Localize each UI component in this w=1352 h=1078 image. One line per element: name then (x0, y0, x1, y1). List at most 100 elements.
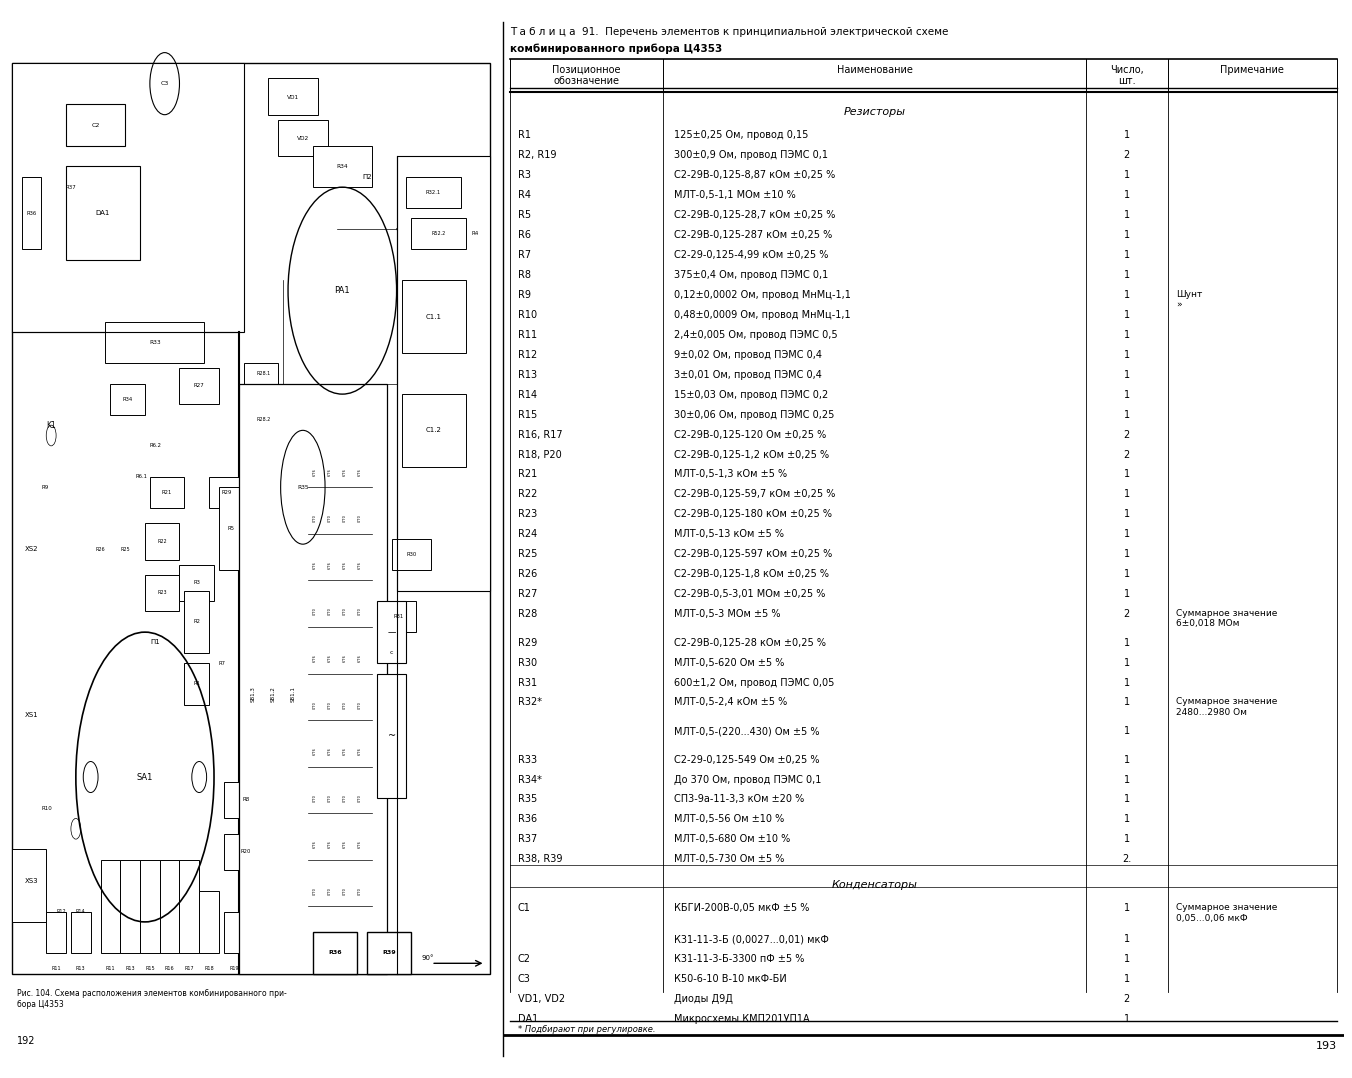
Bar (312, 146, 372, 188)
Text: 1: 1 (1124, 727, 1130, 736)
Bar (160, 860, 180, 953)
Text: R35: R35 (518, 794, 537, 804)
Text: 1: 1 (1124, 569, 1130, 579)
Text: 6/76: 6/76 (314, 654, 318, 662)
Text: C3: C3 (161, 81, 169, 86)
Text: 1: 1 (1124, 510, 1130, 520)
Text: R21: R21 (162, 489, 172, 495)
Text: R37: R37 (518, 834, 537, 844)
Text: R3: R3 (518, 170, 531, 180)
Text: С2-29-0,125-4,99 кОм ±0,25 %: С2-29-0,125-4,99 кОм ±0,25 % (673, 250, 829, 260)
Text: МЛТ-0,5-3 МОм ±5 %: МЛТ-0,5-3 МОм ±5 % (673, 609, 780, 619)
Text: R31: R31 (393, 614, 404, 619)
Text: 6/76: 6/76 (357, 747, 361, 755)
Text: R8: R8 (518, 270, 531, 280)
Text: R27: R27 (518, 589, 537, 599)
Text: 0/70: 0/70 (314, 608, 318, 616)
Text: 0/70: 0/70 (329, 608, 333, 616)
Text: Конденсаторы: Конденсаторы (831, 880, 918, 889)
Text: Наименование: Наименование (837, 65, 913, 74)
Text: КБГИ-200В-0,05 мкФ ±5 %: КБГИ-200В-0,05 мкФ ±5 % (673, 903, 810, 913)
Text: R35: R35 (297, 485, 308, 489)
Text: R1: R1 (518, 130, 531, 140)
Text: 9±0,02 Ом, провод ПЭМС 0,4: 9±0,02 Ом, провод ПЭМС 0,4 (673, 349, 822, 360)
Text: 1: 1 (1124, 470, 1130, 480)
Text: 6/76: 6/76 (357, 654, 361, 662)
Text: 6/76: 6/76 (314, 468, 318, 475)
Text: 0/70: 0/70 (314, 701, 318, 708)
Bar (243, 363, 279, 395)
Text: 0/70: 0/70 (343, 608, 347, 616)
Text: 1: 1 (1124, 489, 1130, 499)
Text: Суммарное значение
2480...2980 Ом: Суммарное значение 2480...2980 Ом (1176, 697, 1278, 717)
Text: С2-29В-0,125-28,7 кОм ±0,25 %: С2-29В-0,125-28,7 кОм ±0,25 % (673, 210, 836, 220)
Text: R29: R29 (518, 637, 537, 648)
Text: PA1: PA1 (334, 286, 350, 295)
Bar (120, 860, 141, 953)
Text: 6/76: 6/76 (329, 561, 333, 569)
Text: R12: R12 (518, 349, 537, 360)
Bar (268, 79, 318, 114)
Text: R11: R11 (518, 330, 537, 340)
Bar (243, 404, 279, 436)
Text: SB1.2: SB1.2 (270, 687, 276, 702)
Text: 1: 1 (1124, 1013, 1130, 1024)
Text: R39: R39 (383, 951, 396, 955)
Text: R2, R19: R2, R19 (518, 150, 557, 161)
Text: R34*: R34* (518, 774, 542, 785)
Text: R15: R15 (518, 410, 537, 419)
Text: 2: 2 (1124, 450, 1130, 459)
Text: 6/76: 6/76 (329, 468, 333, 475)
Bar (224, 783, 268, 818)
Text: 0/70: 0/70 (343, 701, 347, 708)
Text: 0/70: 0/70 (343, 514, 347, 522)
Bar (180, 860, 199, 953)
Text: R24: R24 (518, 529, 537, 539)
Bar (411, 218, 465, 249)
Text: 6/76: 6/76 (314, 561, 318, 569)
Text: C2: C2 (518, 954, 531, 964)
Text: R19: R19 (228, 966, 238, 971)
Text: 1: 1 (1124, 834, 1130, 844)
Text: 30±0,06 Ом, провод ПЭМС 0,25: 30±0,06 Ом, провод ПЭМС 0,25 (673, 410, 834, 419)
Text: Примечание: Примечание (1221, 65, 1284, 74)
Text: МЛТ-0,5-620 Ом ±5 %: МЛТ-0,5-620 Ом ±5 % (673, 658, 784, 667)
Text: С2-29В-0,125-597 кОм ±0,25 %: С2-29В-0,125-597 кОм ±0,25 % (673, 549, 831, 559)
Text: 1: 1 (1124, 529, 1130, 539)
Text: 6/76: 6/76 (343, 841, 347, 848)
Bar (224, 834, 268, 870)
Text: 1: 1 (1124, 210, 1130, 220)
Text: Позиционное
обозначение: Позиционное обозначение (552, 65, 621, 86)
Bar (402, 395, 465, 467)
Text: 6/76: 6/76 (329, 747, 333, 755)
Text: R13: R13 (76, 966, 85, 971)
Bar (402, 280, 465, 353)
Text: 125±0,25 Ом, провод 0,15: 125±0,25 Ом, провод 0,15 (673, 130, 808, 140)
Text: R36: R36 (26, 210, 37, 216)
Text: 600±1,2 Ом, провод ПЭМС 0,05: 600±1,2 Ом, провод ПЭМС 0,05 (673, 677, 834, 688)
Text: R32.1: R32.1 (426, 190, 441, 195)
Text: Т а б л и ц а  91.  Перечень элементов к принципиальной электрической схеме: Т а б л и ц а 91. Перечень элементов к п… (510, 27, 948, 37)
Text: 1: 1 (1124, 697, 1130, 707)
Text: R28.2: R28.2 (257, 417, 270, 423)
Bar (12, 63, 491, 973)
Text: R9: R9 (518, 290, 531, 300)
Text: К50-6-10 В-10 мкФ-БИ: К50-6-10 В-10 мкФ-БИ (673, 975, 787, 984)
Text: R18, Р20: R18, Р20 (518, 450, 561, 459)
Text: 1: 1 (1124, 390, 1130, 400)
Text: 1: 1 (1124, 755, 1130, 764)
Text: 6/76: 6/76 (314, 747, 318, 755)
Text: 1: 1 (1124, 658, 1130, 667)
Text: ~: ~ (388, 731, 396, 741)
Text: R18: R18 (204, 966, 214, 971)
Text: МЛТ-0,5-730 Ом ±5 %: МЛТ-0,5-730 Ом ±5 % (673, 854, 784, 865)
Text: R22: R22 (157, 539, 168, 543)
Text: СП3-9а-11-3,3 кОм ±20 %: СП3-9а-11-3,3 кОм ±20 % (673, 794, 804, 804)
Text: R32*: R32* (518, 697, 542, 707)
Text: R9: R9 (42, 485, 49, 489)
Text: R10: R10 (518, 310, 537, 320)
Text: 0/70: 0/70 (357, 887, 361, 895)
Text: R27: R27 (193, 384, 204, 388)
Bar (184, 663, 210, 705)
Bar (381, 602, 416, 632)
